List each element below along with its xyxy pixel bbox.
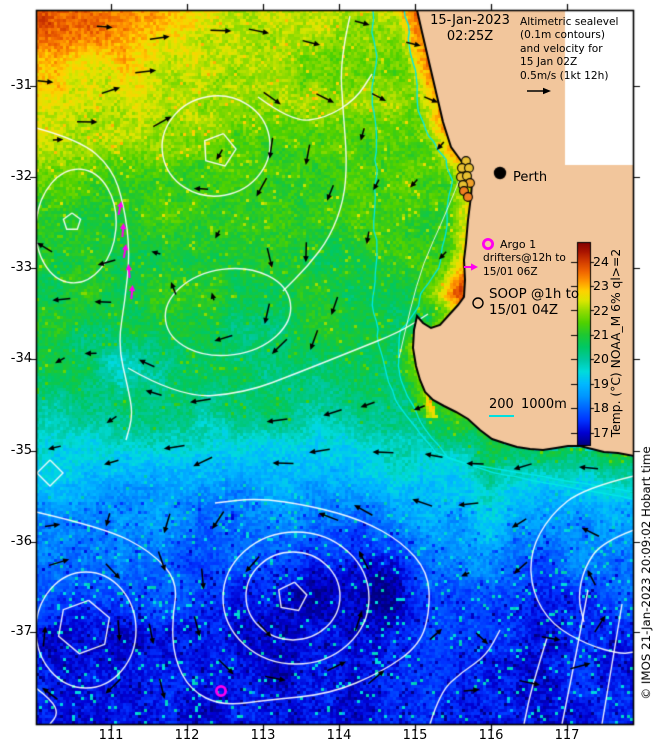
x-tick-label: 113 [250, 728, 276, 743]
y-tick-label: -36 [10, 534, 32, 549]
y-tick-label: -33 [10, 260, 32, 275]
altimetric-line: and velocity for [520, 42, 603, 55]
altimetric-line: (0.1m contours) [520, 29, 606, 42]
argo-legend-label: Argo 1 [500, 238, 537, 251]
drifters-legend-label: drifters@12h to 15/01 06Z [483, 252, 566, 279]
drifters-legend-line2: 15/01 06Z [483, 265, 538, 278]
altimetric-line: Altimetric sealevel [520, 16, 619, 28]
credit-text: © IMOS 21-Jan-2023 20:09:02 Hobart time [639, 446, 653, 700]
colorbar-tick-label: 19 [593, 376, 609, 391]
colorbar-tick-label: 23 [593, 278, 609, 293]
colorbar-tick-label: 22 [593, 303, 609, 318]
scalebar-isobath-line [489, 415, 514, 417]
argo-float-icon [482, 238, 494, 250]
soop-legend-line1: SOOP @1h to [489, 287, 580, 302]
colorbar-tick-label: 18 [593, 400, 609, 415]
map-datetime-date: 15-Jan-2023 [430, 13, 510, 28]
x-tick-label: 112 [174, 728, 200, 743]
y-tick-label: -34 [10, 351, 32, 366]
colorbar-title: Temp. (°C) NOAA_M 6% ql>=2 [609, 248, 623, 438]
altimetric-legend: Altimetric sealevel (0.1m contours) and … [520, 16, 619, 83]
x-tick-label: 115 [402, 728, 428, 743]
x-tick-label: 117 [554, 728, 580, 743]
drifters-legend-line1: drifters@12h to [483, 252, 566, 264]
soop-circle-icon [472, 297, 484, 309]
x-tick-label: 114 [326, 728, 352, 743]
colorbar-tick-label: 24 [593, 254, 609, 269]
y-tick-label: -35 [10, 443, 32, 458]
map-datetime-time: 02:25Z [446, 29, 494, 44]
colorbar-tick-label: 17 [593, 425, 609, 440]
x-tick-label: 116 [478, 728, 504, 743]
colorbar-tick-label: 20 [593, 351, 609, 366]
y-tick-label: -37 [10, 624, 32, 639]
soop-legend-line2: 15/01 04Z [489, 303, 559, 319]
altimetric-line: 0.5m/s (1kt 12h) [520, 69, 609, 82]
y-tick-label: -31 [10, 78, 32, 93]
scalebar-label-200: 200 [489, 397, 514, 412]
x-tick-label: 111 [98, 728, 124, 743]
altimetric-line: 15 Jan 02Z [520, 56, 578, 69]
colorbar-tick-label: 21 [593, 327, 609, 342]
y-tick-label: -32 [10, 169, 32, 184]
scalebar-label-1000m: 1000m [521, 397, 567, 412]
place-label-perth: Perth [513, 170, 548, 185]
soop-legend-label: SOOP @1h to 15/01 04Z [489, 287, 579, 320]
drifter-arrow-icon [464, 263, 478, 271]
velocity-key-arrow-icon [527, 87, 551, 95]
